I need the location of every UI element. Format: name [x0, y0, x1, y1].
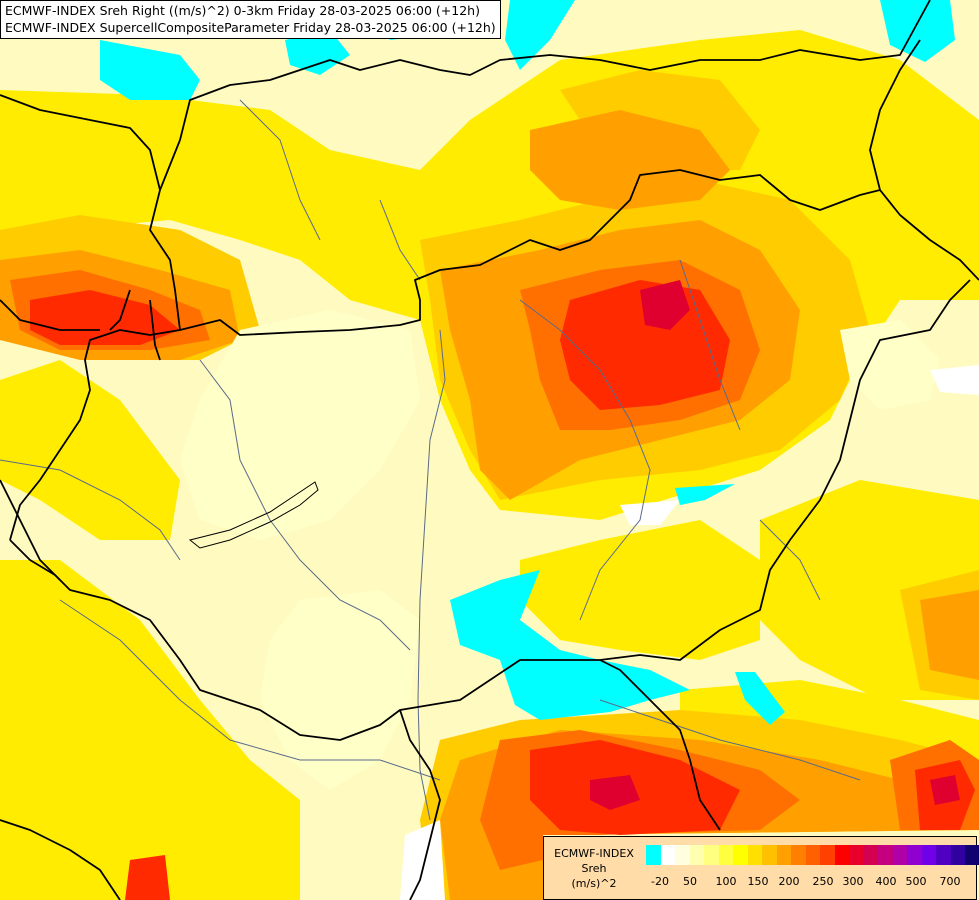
legend-swatch — [689, 845, 704, 865]
legend-swatch — [834, 845, 849, 865]
legend-swatch — [907, 845, 922, 865]
legend-ticks: -20 50 100 150 200 250 300 400 500 700 — [646, 875, 976, 891]
legend-swatch — [704, 845, 719, 865]
legend-swatch — [878, 845, 893, 865]
legend-tick-label: 200 — [778, 875, 800, 888]
legend-tick-label: 250 — [812, 875, 834, 888]
legend-swatch — [718, 845, 733, 865]
legend-tick-label: 100 — [715, 875, 737, 888]
map-title-line-2: ECMWF-INDEX SupercellCompositeParameter … — [5, 20, 496, 35]
legend-tick-label: 700 — [939, 875, 961, 888]
field-cream — [180, 310, 940, 790]
legend-swatch — [820, 845, 835, 865]
legend-swatch — [863, 845, 878, 865]
legend-tick-label: 400 — [875, 875, 897, 888]
map-title-box: ECMWF-INDEX Sreh Right ((m/s)^2) 0-3km F… — [0, 0, 501, 39]
field-white — [400, 365, 979, 900]
legend-swatch — [921, 845, 936, 865]
legend-swatch — [892, 845, 907, 865]
legend-swatch — [660, 845, 675, 865]
map-title-line-1: ECMWF-INDEX Sreh Right ((m/s)^2) 0-3km F… — [5, 3, 480, 18]
legend-swatch — [733, 845, 748, 865]
legend-tick-label: 50 — [683, 875, 697, 888]
legend-swatch — [936, 845, 951, 865]
legend-label: ECMWF-INDEX Sreh (m/s)^2 — [544, 837, 644, 899]
rivers — [0, 99, 861, 821]
legend-tick-label: -20 — [651, 875, 669, 888]
field-crimson — [590, 280, 960, 810]
lake-balaton — [188, 481, 319, 549]
legend-variable: Sreh — [581, 861, 607, 875]
legend-swatch — [747, 845, 762, 865]
legend-tick-label: 300 — [842, 875, 864, 888]
legend-source: ECMWF-INDEX — [554, 846, 634, 860]
legend-swatch — [849, 845, 864, 865]
legend-swatch — [762, 845, 777, 865]
legend-swatch — [675, 845, 690, 865]
legend-swatch — [965, 845, 979, 865]
legend-tick-label: 150 — [747, 875, 769, 888]
legend-tick-label: 500 — [905, 875, 927, 888]
legend-swatch — [805, 845, 820, 865]
color-legend: ECMWF-INDEX Sreh (m/s)^2 -20 50 100 150 200 2… — [543, 836, 979, 900]
legend-swatch — [950, 845, 965, 865]
legend-unit: (m/s)^2 — [571, 876, 617, 890]
legend-swatch — [791, 845, 806, 865]
legend-swatch — [776, 845, 791, 865]
legend-swatch — [646, 845, 661, 865]
legend-swatches — [646, 845, 979, 865]
